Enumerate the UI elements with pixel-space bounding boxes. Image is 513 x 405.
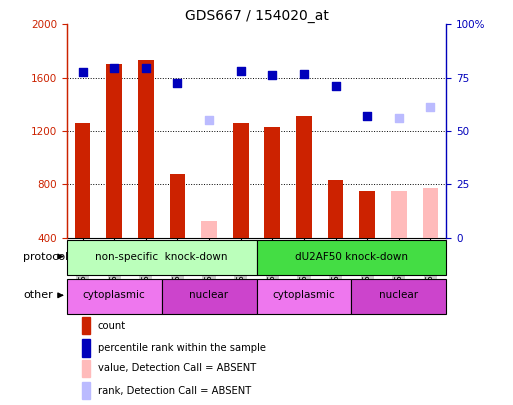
Text: other: other (23, 290, 53, 301)
Text: count: count (98, 321, 126, 331)
Point (173, 80, 182, 86)
Bar (264, 127, 280, 238)
Point (300, 70, 308, 77)
Point (205, 117, 213, 124)
Point (268, 72, 277, 78)
Text: protocol: protocol (23, 252, 68, 262)
Bar (256, 279, 351, 313)
Bar (82, 339, 90, 356)
Bar (67, 240, 256, 275)
Bar (82, 382, 90, 399)
Text: cytoplasmic: cytoplasmic (272, 290, 336, 301)
Point (236, 68, 245, 74)
Bar (201, 220, 217, 238)
Text: value, Detection Call = ABSENT: value, Detection Call = ABSENT (98, 364, 256, 373)
Bar (233, 123, 249, 238)
Bar (82, 317, 90, 334)
Bar (162, 279, 256, 313)
Text: percentile rank within the sample: percentile rank within the sample (98, 343, 266, 353)
Point (78, 69, 87, 76)
Point (394, 115, 403, 121)
Bar (256, 240, 446, 275)
Bar (391, 191, 407, 238)
Bar (351, 279, 446, 313)
Bar (423, 188, 439, 238)
Text: cytoplasmic: cytoplasmic (83, 290, 146, 301)
Point (331, 83, 340, 89)
Point (142, 65, 150, 72)
Bar (106, 64, 122, 238)
Text: dU2AF50 knock-down: dU2AF50 knock-down (295, 252, 408, 262)
Title: GDS667 / 154020_at: GDS667 / 154020_at (185, 9, 328, 23)
Bar (296, 116, 312, 238)
Bar (359, 191, 375, 238)
Bar (67, 279, 162, 313)
Text: nuclear: nuclear (379, 290, 419, 301)
Point (426, 104, 435, 110)
Bar (74, 123, 90, 238)
Text: nuclear: nuclear (189, 290, 229, 301)
Bar (328, 181, 344, 238)
Bar (138, 60, 154, 238)
Bar (169, 174, 185, 238)
Point (363, 113, 371, 119)
Point (110, 65, 118, 72)
Bar (82, 360, 90, 377)
Text: rank, Detection Call = ABSENT: rank, Detection Call = ABSENT (98, 386, 251, 396)
Text: non-specific  knock-down: non-specific knock-down (95, 252, 228, 262)
